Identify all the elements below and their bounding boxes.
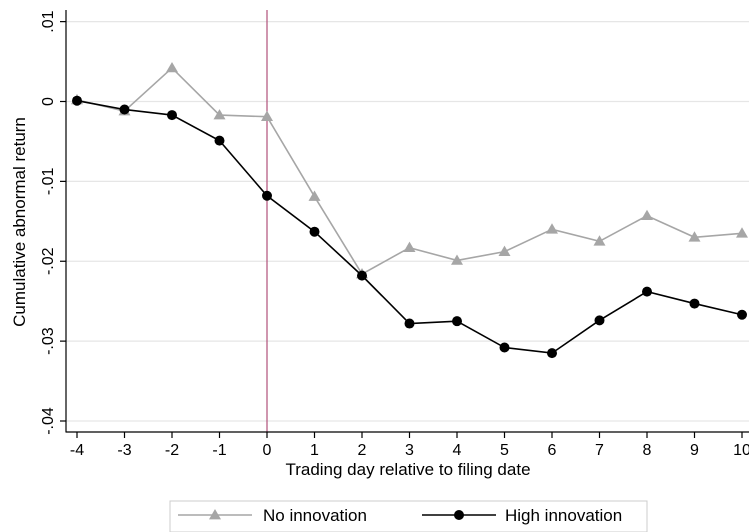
data-point-high-innovation [357, 270, 367, 281]
x-tick-label: 8 [643, 442, 652, 459]
legend-box [169, 500, 648, 532]
x-tick-label: 7 [595, 442, 604, 459]
data-point-high-innovation [119, 104, 130, 115]
x-tick-label: 5 [500, 442, 509, 459]
data-point-high-innovation [262, 190, 272, 201]
data-point-no-innovation [261, 110, 273, 121]
series-layer [71, 61, 748, 359]
x-tick-labels: -4 -3 -2 -1 0 1 2 3 4 5 6 7 8 9 10 [70, 432, 749, 459]
data-point-high-innovation [309, 226, 320, 237]
axes [65, 10, 749, 433]
data-point-no-innovation [498, 245, 511, 256]
data-point-no-innovation [166, 61, 178, 73]
data-point-high-innovation [72, 95, 82, 106]
data-point-no-innovation [546, 223, 558, 234]
x-tick-label: -1 [212, 442, 226, 459]
grid-lines [66, 21, 749, 422]
data-point-high-innovation [689, 298, 700, 309]
data-point-high-innovation [737, 309, 747, 320]
legend: No innovation High innovation [169, 500, 648, 532]
y-tick-label: .01 [40, 10, 57, 32]
x-tick-label: -4 [70, 442, 84, 459]
y-axis-title: Cumulative abnormal return [10, 117, 29, 327]
series-line-high-innovation [76, 99, 743, 354]
y-tick-label: -.01 [40, 167, 57, 195]
x-tick-label: 1 [310, 442, 319, 459]
y-tick-label: -.02 [40, 247, 57, 275]
data-point-no-innovation [213, 109, 226, 120]
x-tick-label: 6 [548, 442, 557, 459]
x-tick-label: 3 [405, 442, 414, 459]
data-point-no-innovation [403, 241, 416, 252]
data-point-high-innovation [214, 135, 225, 146]
y-tick-labels: .01 0 -.01 -.02 -.03 -.04 [40, 10, 66, 435]
data-point-high-innovation [167, 110, 177, 121]
legend-marker-triangle-icon [209, 509, 221, 520]
x-tick-label: 2 [358, 442, 367, 459]
x-tick-label: 4 [453, 442, 462, 459]
data-point-high-innovation [642, 286, 652, 297]
data-point-high-innovation [499, 342, 510, 353]
y-tick-label: -.03 [40, 327, 57, 355]
data-point-no-innovation [641, 209, 653, 221]
data-point-high-innovation [594, 315, 605, 326]
data-point-no-innovation [736, 227, 748, 238]
data-point-no-innovation [451, 254, 463, 265]
y-tick-label: -.04 [40, 407, 57, 435]
data-point-no-innovation [308, 190, 321, 201]
x-tick-label: -2 [165, 442, 179, 459]
x-axis-title: Trading day relative to filing date [285, 460, 530, 479]
data-point-no-innovation [593, 235, 606, 246]
x-tick-label: -3 [117, 442, 131, 459]
data-point-high-innovation [404, 318, 415, 329]
x-tick-label: 10 [733, 442, 749, 459]
data-point-no-innovation [688, 231, 701, 242]
legend-marker-circle-icon [454, 510, 464, 520]
data-point-high-innovation [452, 316, 462, 327]
data-point-high-innovation [547, 348, 557, 359]
legend-label-no-innovation: No innovation [263, 506, 367, 525]
x-tick-label: 0 [263, 442, 272, 459]
x-tick-label: 9 [690, 442, 699, 459]
legend-label-high-innovation: High innovation [505, 506, 622, 525]
y-tick-label: 0 [40, 97, 57, 106]
